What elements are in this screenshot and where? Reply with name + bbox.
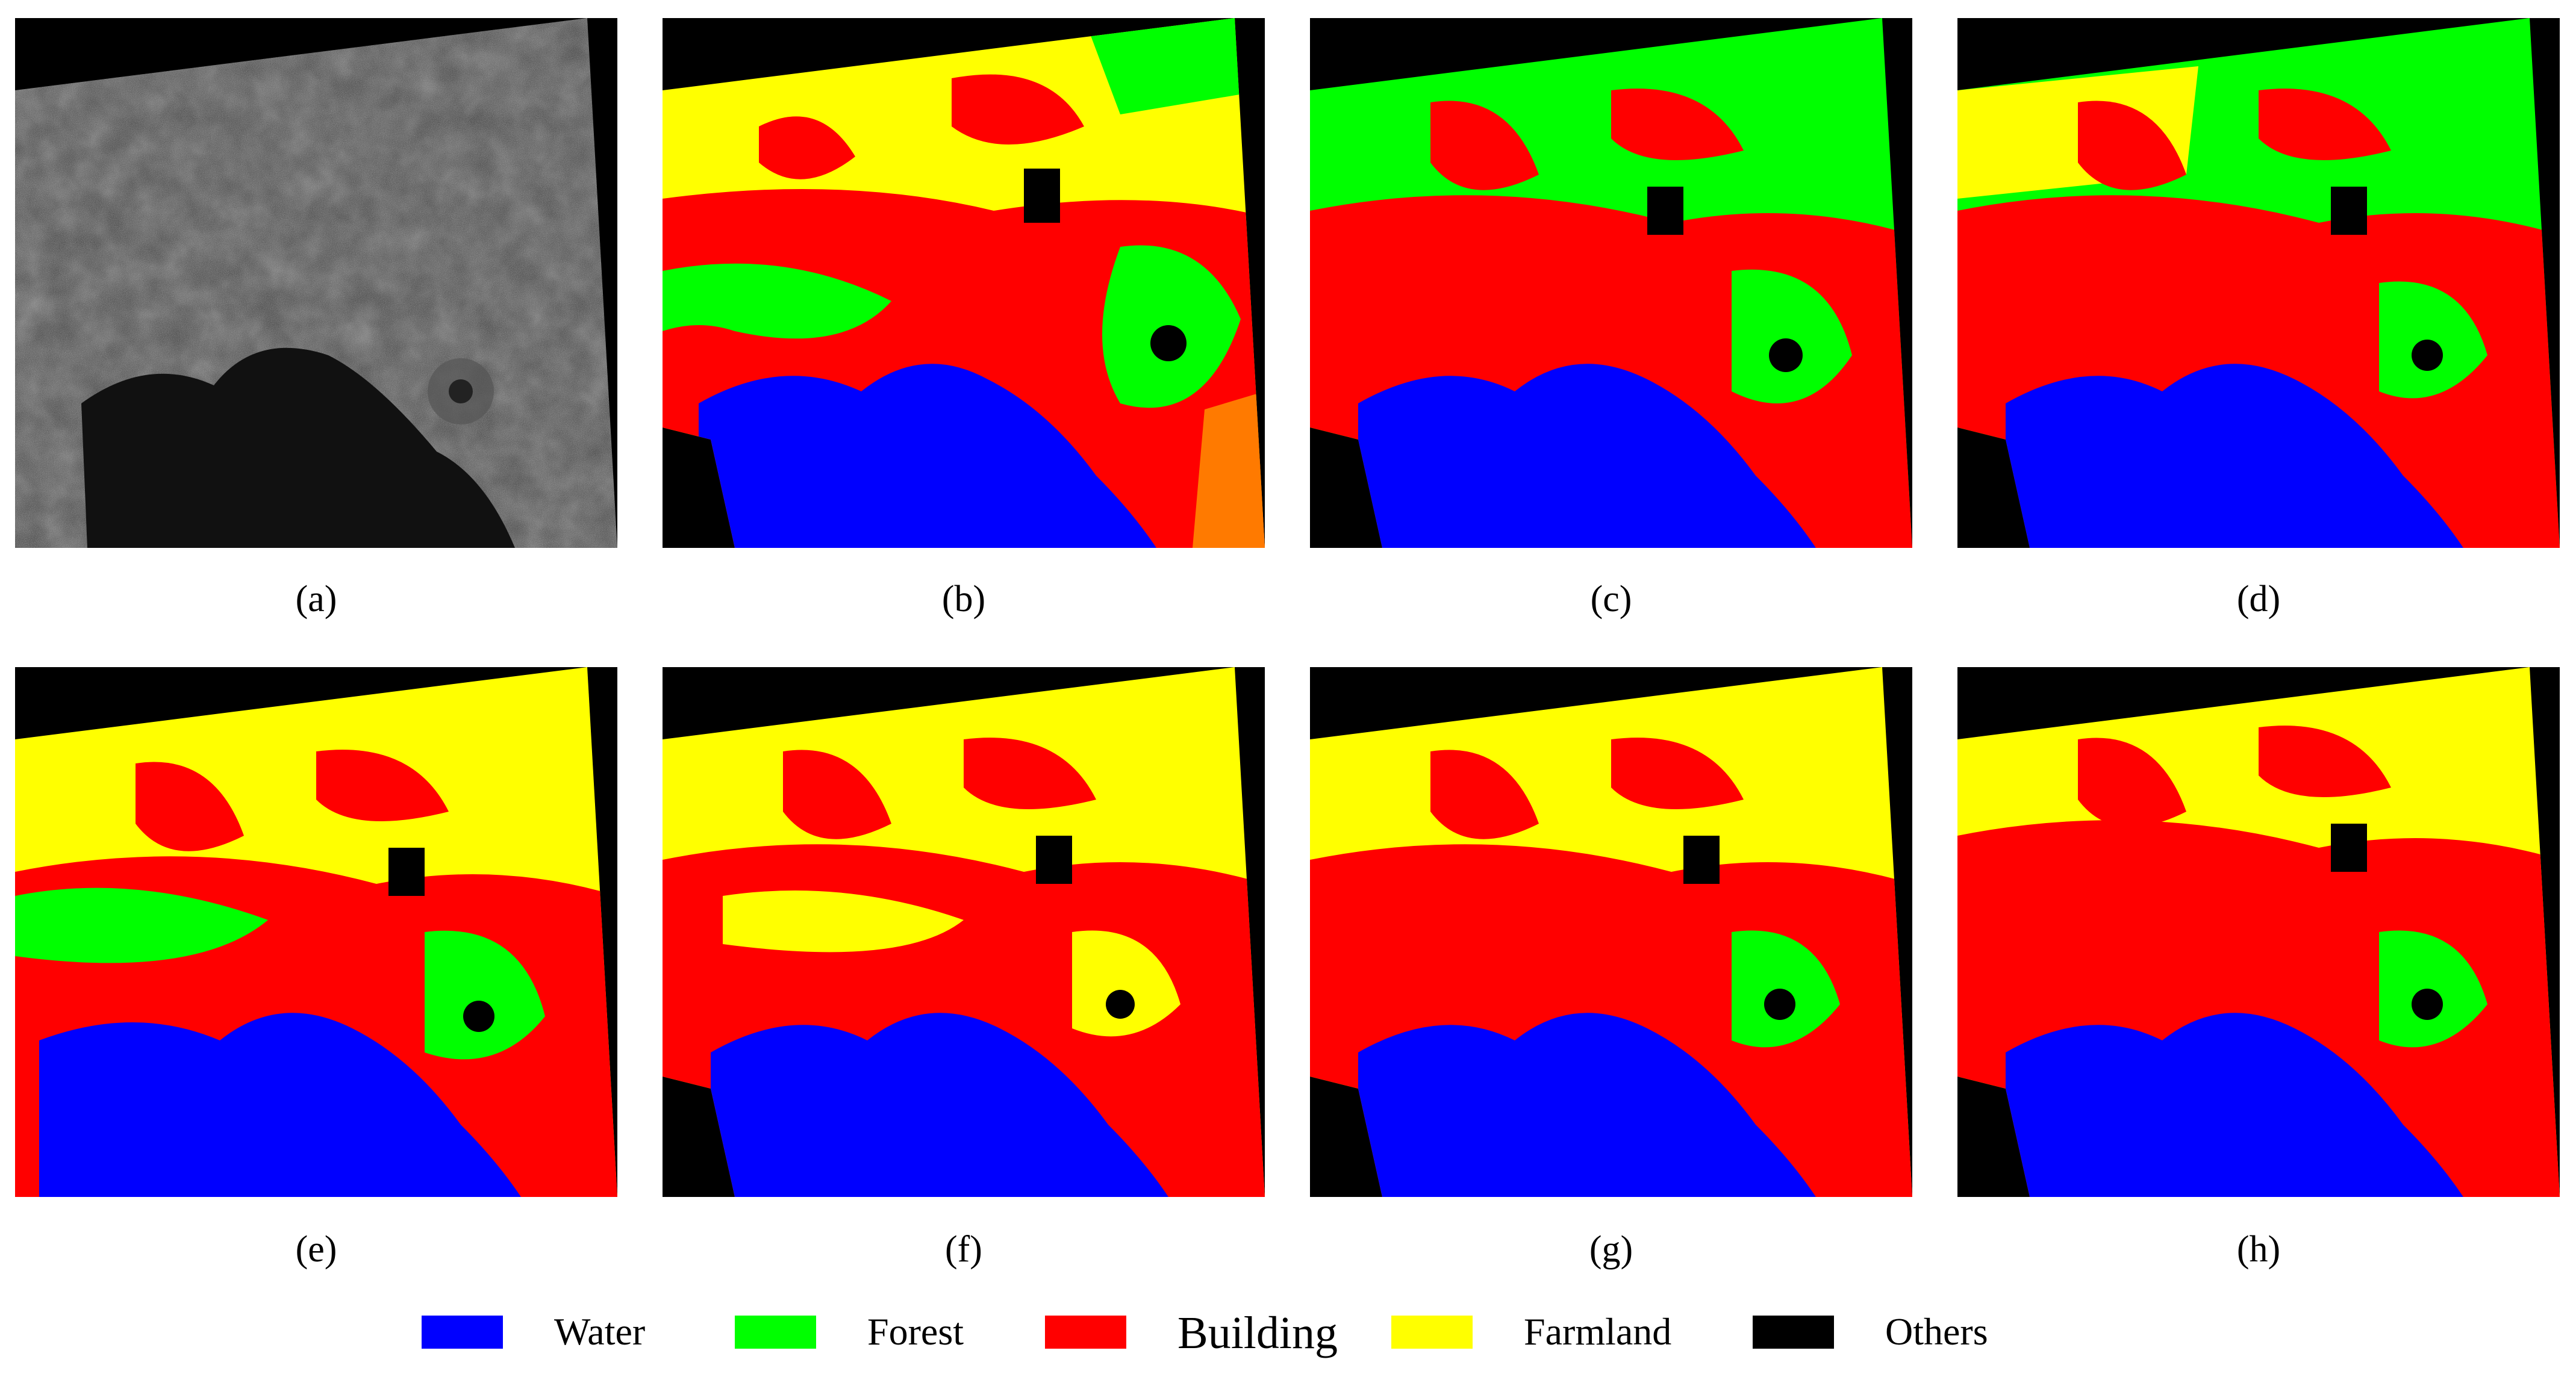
legend-swatch-forest: [735, 1316, 816, 1349]
panel-caption: (f): [945, 1229, 982, 1270]
panel-d-classification-map: [1957, 18, 2560, 548]
legend-label: Farmland: [1524, 1310, 1672, 1353]
legend: Water Forest Building Farmland Others: [0, 1308, 2576, 1370]
panel-f-classification-map: [663, 667, 1265, 1197]
panel-caption: (c): [1590, 579, 1632, 620]
legend-swatch-water: [422, 1316, 503, 1349]
land-cover-map: [1957, 18, 2560, 548]
land-cover-map: [1957, 667, 2560, 1197]
legend-swatch-others: [1753, 1316, 1834, 1349]
panel-caption: (h): [2236, 1229, 2281, 1270]
panel-caption: (e): [295, 1229, 337, 1270]
panel-caption: (b): [941, 579, 986, 620]
panel-g-classification-map: [1310, 667, 1912, 1197]
land-cover-map: [663, 18, 1265, 548]
panel-caption: (a): [295, 579, 337, 620]
panel-caption: (g): [1589, 1229, 1633, 1270]
panel-a-sar-image: [15, 18, 617, 548]
legend-label: Forest: [867, 1310, 964, 1353]
land-cover-map: [663, 667, 1265, 1197]
legend-label: Others: [1885, 1310, 1988, 1353]
panel-b-classification-map: [663, 18, 1265, 548]
panel-caption: (d): [2236, 579, 2281, 620]
land-cover-map: [1310, 18, 1912, 548]
panel-c-classification-map: [1310, 18, 1912, 548]
land-cover-map: [1310, 667, 1912, 1197]
panel-e-classification-map: [15, 667, 617, 1197]
land-cover-map: [15, 667, 617, 1197]
legend-swatch-farmland: [1391, 1316, 1473, 1349]
legend-label: Building: [1177, 1308, 1338, 1358]
panel-h-classification-map: [1957, 667, 2560, 1197]
sar-grayscale-image: [15, 18, 617, 548]
legend-swatch-building: [1045, 1316, 1126, 1349]
legend-label: Water: [554, 1310, 646, 1353]
